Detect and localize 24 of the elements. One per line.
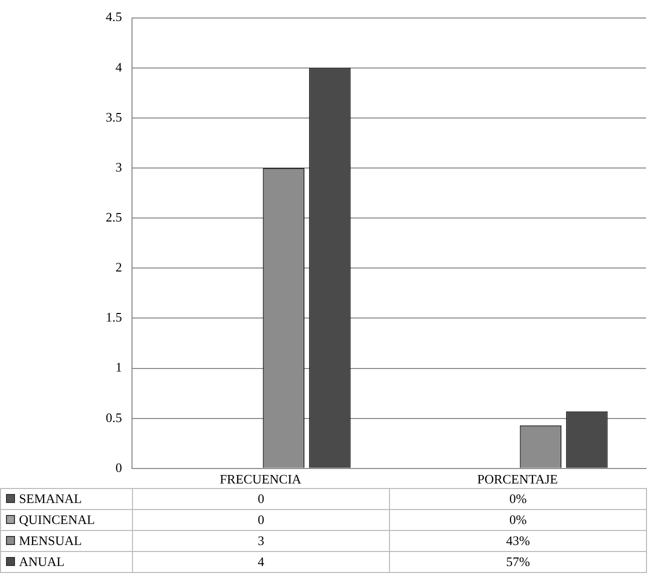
data-label: 3 (132, 530, 390, 552)
data-label: 43% (390, 530, 646, 552)
y-tick-label: 3 (116, 159, 122, 174)
data-label: 0% (390, 510, 646, 531)
legend-label: SEMANAL (19, 491, 82, 506)
y-tick-label: 0 (116, 460, 122, 475)
data-label: 0% (390, 488, 646, 510)
y-tick-label: 2 (116, 260, 122, 275)
data-label: 0 (132, 510, 390, 531)
y-tick-label: 1 (116, 360, 122, 375)
y-tick-label: 4 (116, 59, 122, 74)
x-tick-label: PORCENTAJE (477, 472, 558, 487)
legend-label: ANUAL (19, 554, 64, 570)
y-tick-label: 2.5 (106, 209, 122, 224)
y-tick-label: 4.5 (106, 9, 122, 24)
data-label: 57% (390, 552, 646, 573)
y-tick-label: 1.5 (106, 310, 122, 325)
x-tick-label: FRECUENCIA (220, 472, 302, 487)
y-tick-label: 3.5 (106, 109, 122, 124)
legend-label: MENSUAL (19, 533, 82, 548)
legend-label: QUINCENAL (19, 512, 95, 528)
data-label: 0 (132, 488, 390, 510)
y-tick-label: 0.5 (106, 410, 122, 425)
data-label: 4 (132, 552, 390, 573)
